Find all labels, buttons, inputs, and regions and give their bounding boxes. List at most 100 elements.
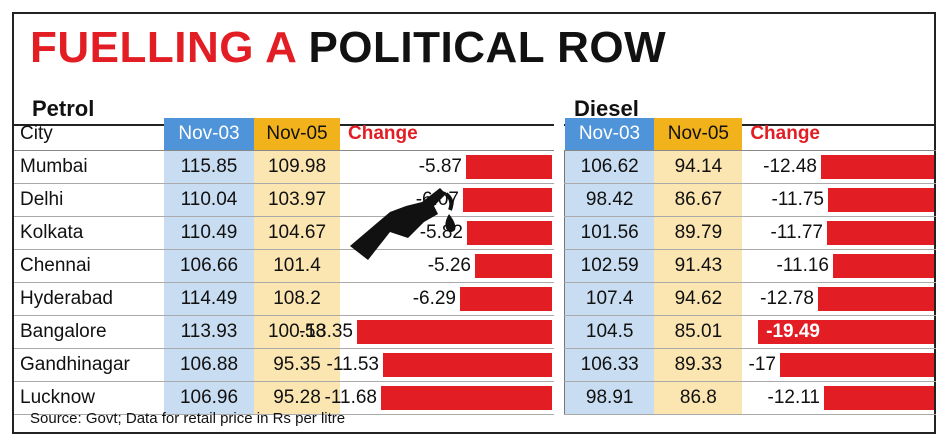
table-row: 102.59 91.43 -11.16: [564, 249, 936, 283]
change-value: -17: [748, 354, 776, 375]
header-nov03: Nov-03: [164, 118, 254, 151]
change-value: -11.16: [776, 255, 829, 276]
change-bar: [827, 221, 934, 245]
city-cell: Gandhinagar: [14, 348, 164, 382]
change-value: -12.11: [767, 387, 820, 408]
nov03-cell: 107.4: [564, 282, 655, 316]
header-city: City: [14, 118, 164, 151]
change-bar: [833, 254, 934, 278]
nov03-cell: 110.49: [164, 216, 254, 250]
nov05-cell: 86.67: [654, 183, 743, 217]
change-bar: [460, 287, 552, 311]
nov03-cell: 106.62: [564, 150, 655, 184]
nov05-cell: 101.4: [254, 249, 340, 283]
change-value: -12.48: [763, 156, 817, 177]
city-cell: Hyderabad: [14, 282, 164, 316]
page-title: FUELLING A POLITICAL ROW: [30, 20, 666, 76]
nov05-cell: 104.67: [254, 216, 340, 250]
nov03-cell: 110.04: [164, 183, 254, 217]
change-cell: -13.35: [299, 315, 554, 349]
diesel-label: Diesel: [574, 96, 639, 121]
infographic-frame: FUELLING A POLITICAL ROW Petrol Diesel C…: [12, 12, 936, 434]
city-cell: Bangalore: [14, 315, 164, 349]
nov03-cell: 98.91: [564, 381, 655, 415]
table-row: Lucknow 106.96 95.28 -11.68: [14, 381, 554, 415]
change-value: -11.53: [326, 354, 379, 375]
change-bar: [828, 188, 934, 212]
change-value: -11.77: [770, 222, 823, 243]
header-nov03: Nov-03: [564, 118, 655, 151]
table-row: Bangalore 113.93 100.58 -13.35: [14, 315, 554, 349]
title-part-black: POLITICAL ROW: [308, 23, 667, 72]
table-row: 107.4 94.62 -12.78: [564, 282, 936, 316]
nov05-cell: 91.43: [654, 249, 743, 283]
nov05-cell: 103.97: [254, 183, 340, 217]
table-row: 104.5 85.01 -19.49: [564, 315, 936, 349]
change-cell: -11.68: [325, 381, 554, 415]
change-value: -5.87: [418, 156, 462, 177]
change-cell: -19.49: [742, 315, 936, 349]
table-row: Gandhinagar 106.88 95.35 -11.53: [14, 348, 554, 382]
table-row: 101.56 89.79 -11.77: [564, 216, 936, 250]
nov05-cell: 86.8: [654, 381, 743, 415]
change-value: -19.49: [766, 321, 820, 342]
change-bar: [758, 320, 934, 344]
diesel-header-row: Nov-03 Nov-05 Change: [564, 118, 936, 151]
nov05-cell: 94.14: [654, 150, 743, 184]
nov05-cell: 108.2: [254, 282, 340, 316]
change-bar: [467, 221, 552, 245]
header-nov05: Nov-05: [654, 118, 743, 151]
header-change: Change: [742, 118, 936, 151]
nov05-cell: 89.79: [654, 216, 743, 250]
change-bar: [475, 254, 552, 278]
city-cell: Delhi: [14, 183, 164, 217]
petrol-header-row: City Nov-03 Nov-05 Change: [14, 118, 554, 151]
table-row: Chennai 106.66 101.4 -5.26: [14, 249, 554, 283]
change-cell: -6.07: [340, 183, 554, 217]
petrol-label: Petrol: [32, 96, 95, 121]
table-row: Hyderabad 114.49 108.2 -6.29: [14, 282, 554, 316]
nov05-cell: 94.62: [654, 282, 743, 316]
change-cell: -11.75: [742, 183, 936, 217]
table-row: Mumbai 115.85 109.98 -5.87: [14, 150, 554, 184]
nov03-cell: 114.49: [164, 282, 254, 316]
nov05-cell: 85.01: [654, 315, 743, 349]
change-cell: -12.11: [742, 381, 936, 415]
change-cell: -11.16: [742, 249, 936, 283]
change-cell: -11.77: [742, 216, 936, 250]
change-bar: [818, 287, 934, 311]
change-cell: -17: [742, 348, 936, 382]
diesel-table: Nov-03 Nov-05 Change 106.62 94.14 -12.48 98…: [564, 118, 936, 415]
nov03-cell: 106.88: [164, 348, 254, 382]
nov03-cell: 98.42: [564, 183, 655, 217]
table-row: 106.62 94.14 -12.48: [564, 150, 936, 184]
change-cell: -5.26: [340, 249, 554, 283]
nov03-cell: 101.56: [564, 216, 655, 250]
city-cell: Lucknow: [14, 381, 164, 415]
petrol-table: City Nov-03 Nov-05 Change Mumbai 115.85 10…: [14, 118, 554, 415]
nov03-cell: 102.59: [564, 249, 655, 283]
table-row: 98.42 86.67 -11.75: [564, 183, 936, 217]
change-bar: [383, 353, 552, 377]
table-row: 98.91 86.8 -12.11: [564, 381, 936, 415]
city-cell: Chennai: [14, 249, 164, 283]
change-value: -13.35: [299, 321, 353, 342]
nov03-cell: 106.66: [164, 249, 254, 283]
nov05-cell: 100.58: [254, 315, 340, 349]
change-bar: [821, 155, 934, 179]
nov03-cell: 115.85: [164, 150, 254, 184]
fuel-pump-icon: [350, 188, 456, 260]
change-bar: [824, 386, 934, 410]
table-row: 106.33 89.33 -17: [564, 348, 936, 382]
header-change: Change: [340, 118, 554, 151]
nov03-cell: 113.93: [164, 315, 254, 349]
change-value: -12.78: [760, 288, 814, 309]
change-bar: [463, 188, 552, 212]
nov05-cell: 89.33: [654, 348, 743, 382]
header-nov05: Nov-05: [254, 118, 340, 151]
nov03-cell: 106.96: [164, 381, 254, 415]
nov03-cell: 106.33: [564, 348, 655, 382]
change-value: -11.68: [324, 387, 377, 408]
change-value: -6.29: [412, 288, 456, 309]
source-note: Source: Govt; Data for retail price in R…: [30, 410, 346, 427]
